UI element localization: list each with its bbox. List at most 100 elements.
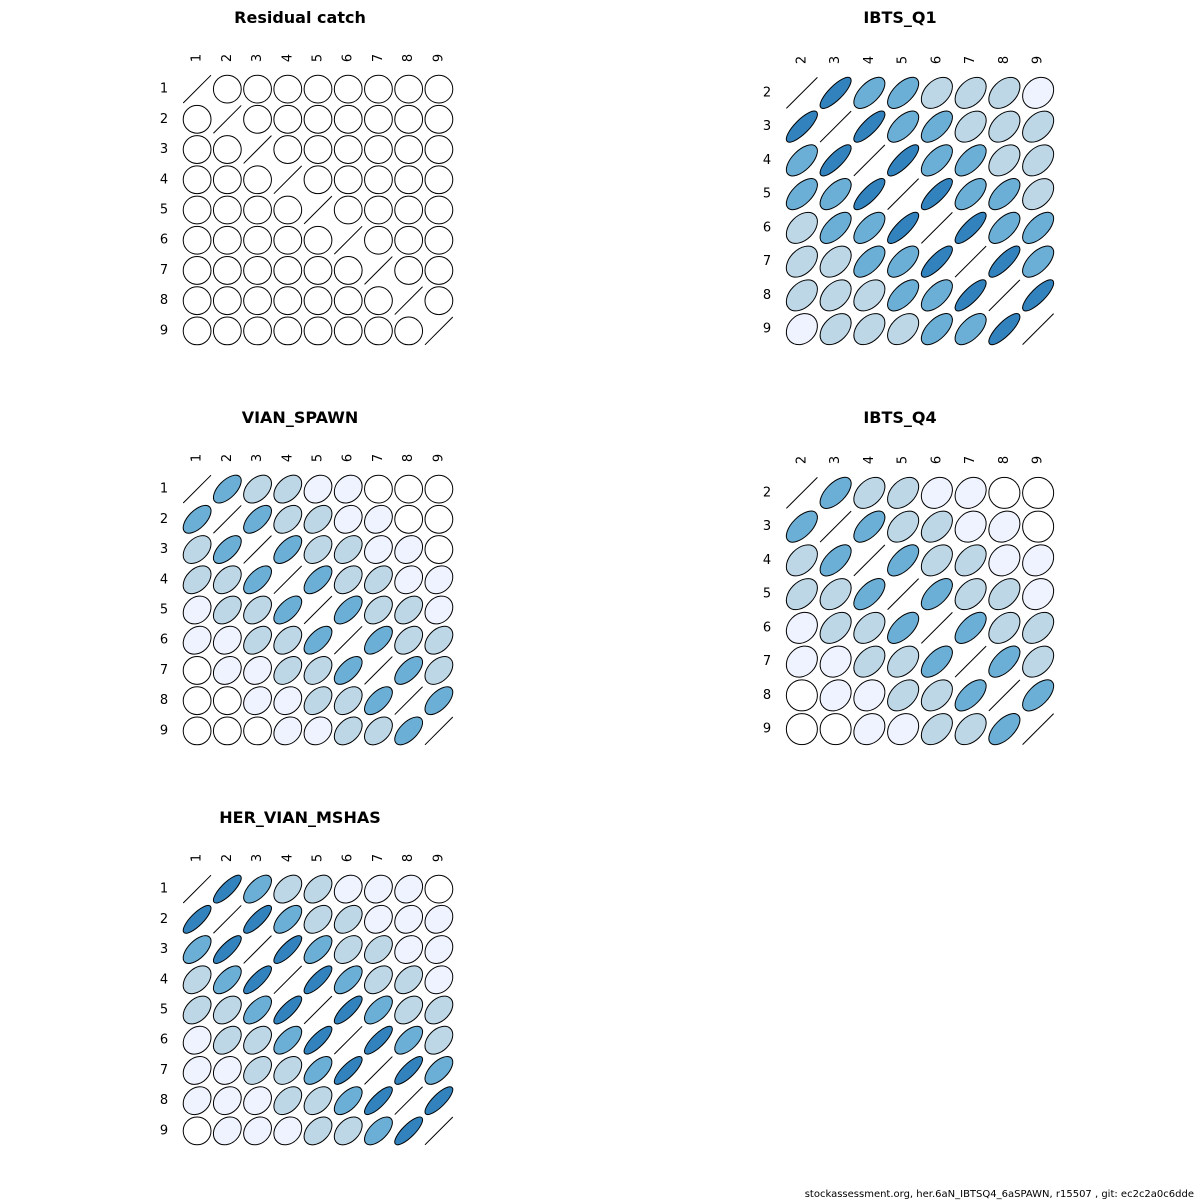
row-label: 1 <box>160 882 168 897</box>
column-label: 7 <box>371 54 386 62</box>
correlation-ellipse <box>273 995 303 1025</box>
correlation-ellipse <box>243 1025 272 1055</box>
column-label: 6 <box>929 56 944 64</box>
column-label: 1 <box>190 454 205 462</box>
correlation-ellipse <box>988 611 1021 644</box>
correlation-ellipse <box>394 1056 424 1085</box>
correlation-ellipse <box>1022 476 1055 509</box>
correlation-ellipse <box>424 874 454 904</box>
correlation-ellipse <box>303 874 333 904</box>
correlation-ellipse <box>212 1086 242 1116</box>
correlation-ellipse <box>333 535 363 564</box>
correlation-ellipse <box>182 716 212 746</box>
correlation-ellipse <box>364 565 393 595</box>
correlation-ellipse <box>212 686 242 716</box>
correlation-ellipse <box>364 625 393 655</box>
diagonal-mark <box>273 165 303 195</box>
correlation-ellipse <box>920 76 953 109</box>
correlation-ellipse <box>920 510 953 543</box>
correlation-ellipse <box>853 611 886 644</box>
correlation-ellipse <box>333 995 363 1025</box>
correlation-ellipse <box>303 625 333 655</box>
correlation-ellipse <box>182 286 212 316</box>
correlation-ellipse <box>394 316 424 346</box>
row-label: 8 <box>763 288 771 303</box>
correlation-panel: IBTS_Q1 2 3 4 5 6 7 8 9 2 3 4 5 6 7 8 9 <box>763 8 1055 346</box>
column-label: 6 <box>929 456 944 464</box>
correlation-ellipse <box>853 713 886 746</box>
correlation-ellipse <box>1022 110 1055 143</box>
correlation-ellipse <box>1022 178 1055 211</box>
correlation-ellipse <box>243 195 272 225</box>
correlation-ellipse <box>303 104 333 134</box>
correlation-ellipse <box>303 1025 333 1055</box>
correlation-ellipse <box>303 656 333 685</box>
correlation-ellipse <box>424 195 454 225</box>
correlation-ellipse <box>394 656 424 685</box>
correlation-ellipse <box>273 286 303 316</box>
row-label: 7 <box>160 1063 168 1078</box>
correlation-ellipse <box>364 135 393 164</box>
correlation-ellipse <box>424 256 454 285</box>
row-label: 6 <box>160 233 168 248</box>
correlation-ellipse <box>988 544 1021 577</box>
correlation-ellipse <box>853 178 886 211</box>
correlation-ellipse <box>243 995 272 1025</box>
correlation-ellipse <box>424 935 454 964</box>
correlation-ellipse <box>988 76 1021 109</box>
correlation-ellipse <box>182 904 212 934</box>
correlation-ellipse <box>212 74 242 104</box>
row-label: 7 <box>160 263 168 278</box>
panel-title: IBTS_Q1 <box>863 8 936 27</box>
correlation-ellipse <box>333 1056 363 1085</box>
correlation-ellipse <box>212 165 242 195</box>
diagonal-mark <box>785 76 818 109</box>
row-label: 9 <box>763 722 771 737</box>
correlation-ellipse <box>364 316 393 346</box>
correlation-ellipse <box>920 178 953 211</box>
correlation-ellipse <box>887 245 920 278</box>
row-label: 4 <box>160 972 168 987</box>
column-label: 4 <box>862 56 877 64</box>
correlation-ellipse <box>1022 679 1055 712</box>
correlation-ellipse <box>819 313 852 346</box>
correlation-ellipse <box>364 504 393 534</box>
correlation-ellipse <box>954 76 987 109</box>
correlation-ellipse <box>303 1116 333 1146</box>
correlation-ellipse <box>182 1025 212 1055</box>
diagonal-mark <box>273 565 303 595</box>
correlation-ellipse <box>424 904 454 934</box>
correlation-ellipse <box>785 510 818 543</box>
correlation-ellipse <box>333 165 363 195</box>
diagonal-mark <box>182 74 212 104</box>
correlation-ellipse <box>424 1025 454 1055</box>
column-label: 7 <box>963 456 978 464</box>
correlation-ellipse <box>954 211 987 244</box>
row-label: 2 <box>160 912 168 927</box>
column-label: 8 <box>401 454 416 462</box>
diagonal-mark <box>988 679 1021 712</box>
correlation-ellipse <box>243 686 272 716</box>
correlation-ellipse <box>182 135 212 164</box>
correlation-ellipse <box>785 313 818 346</box>
row-label: 7 <box>763 654 771 669</box>
correlation-ellipse <box>182 504 212 534</box>
correlation-ellipse <box>785 611 818 644</box>
correlation-ellipse <box>243 1056 272 1085</box>
correlation-ellipse <box>424 656 454 685</box>
correlation-ellipse <box>988 645 1021 678</box>
correlation-ellipse <box>243 625 272 655</box>
correlation-ellipse <box>887 76 920 109</box>
correlation-ellipse <box>212 535 242 564</box>
correlation-ellipse <box>212 995 242 1025</box>
correlation-ellipse <box>394 874 424 904</box>
diagonal-mark <box>273 965 303 995</box>
row-label: 5 <box>160 603 168 618</box>
correlation-ellipse <box>853 578 886 611</box>
correlation-ellipse <box>333 316 363 346</box>
correlation-ellipse <box>1022 245 1055 278</box>
correlation-ellipse <box>785 245 818 278</box>
correlation-ellipse <box>853 645 886 678</box>
correlation-ellipse <box>424 686 454 716</box>
correlation-ellipse <box>243 965 272 995</box>
